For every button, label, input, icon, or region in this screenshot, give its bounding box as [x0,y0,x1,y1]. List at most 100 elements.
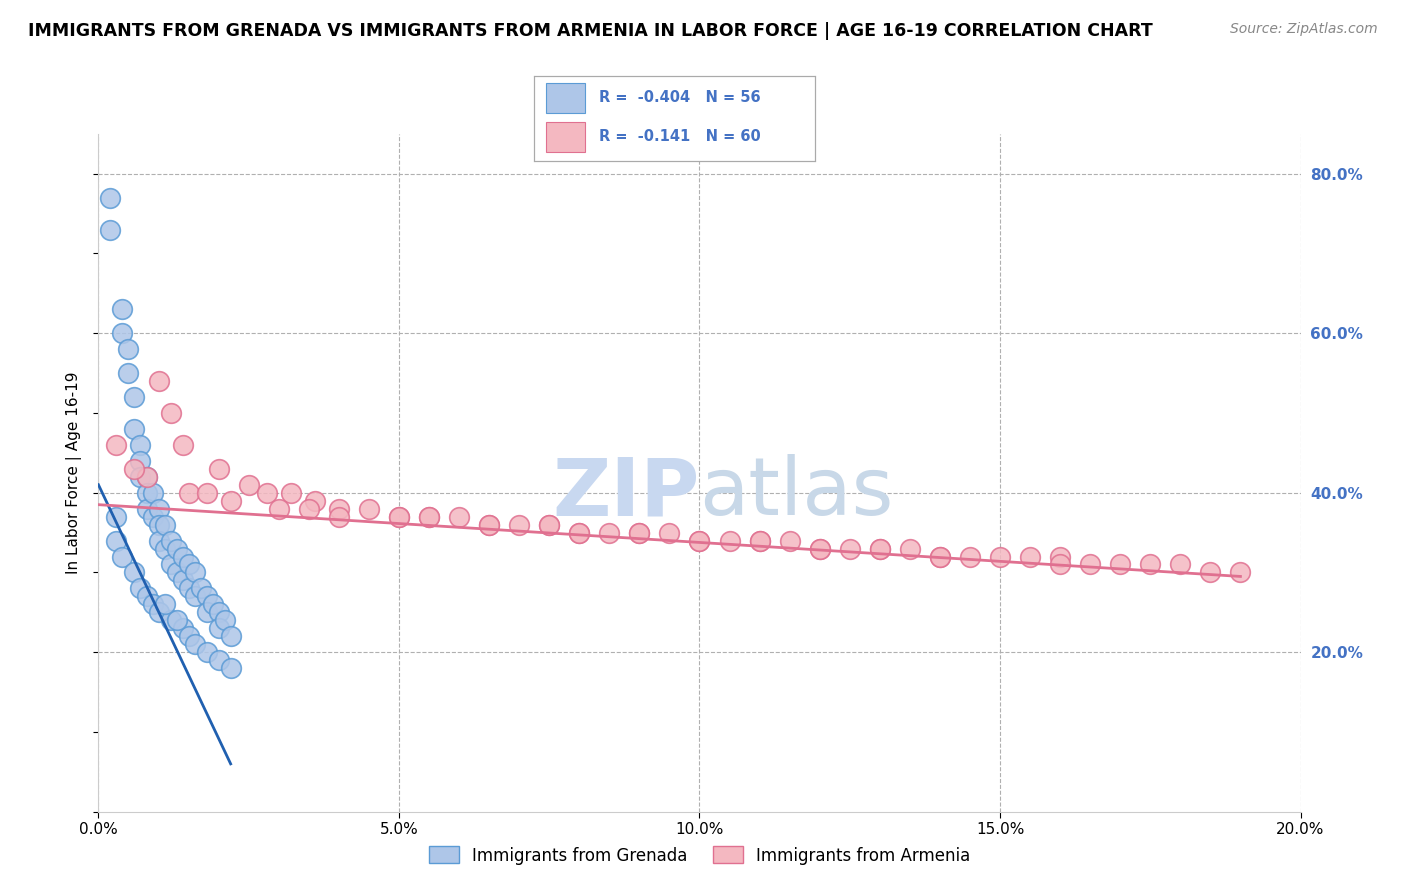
Point [238,477,260,491]
Point [628,525,651,540]
Point [208,462,231,476]
Point [568,525,591,540]
Point [280,485,302,500]
Legend: Immigrants from Grenada, Immigrants from Armenia: Immigrants from Grenada, Immigrants from… [422,839,977,871]
Point [166,566,188,580]
Point [959,549,981,564]
Point [538,517,561,532]
Point [1199,566,1222,580]
Point [214,613,236,627]
Point [124,566,146,580]
Point [808,541,831,556]
Point [508,517,530,532]
Point [304,493,326,508]
Point [129,582,152,596]
Point [447,509,470,524]
Point [195,485,218,500]
Point [838,541,860,556]
Point [135,501,157,516]
Text: ZIP: ZIP [553,454,700,533]
Point [153,598,176,612]
Point [538,517,561,532]
Point [177,582,200,596]
Text: R =  -0.141   N = 60: R = -0.141 N = 60 [599,129,761,145]
Point [208,605,231,619]
Point [105,438,128,452]
Point [1049,549,1071,564]
Text: atlas: atlas [700,454,894,533]
Point [869,541,891,556]
Point [105,533,128,548]
Point [105,509,128,524]
Point [172,438,194,452]
Point [478,517,501,532]
Point [183,566,205,580]
Point [129,469,152,483]
Point [748,533,770,548]
Point [148,533,170,548]
Point [159,533,181,548]
Point [166,613,188,627]
Point [117,366,139,380]
Point [172,574,194,588]
Bar [546,121,585,152]
Point [100,222,122,236]
Point [111,549,134,564]
Point [219,661,242,675]
Point [208,621,231,635]
Point [718,533,741,548]
Point [219,493,242,508]
Point [195,645,218,659]
Point [418,509,440,524]
Point [159,613,181,627]
Point [779,533,801,548]
Point [124,462,146,476]
Point [129,454,152,468]
Point [129,438,152,452]
Point [135,485,157,500]
Point [929,549,952,564]
Point [183,590,205,604]
Point [148,501,170,516]
Point [172,549,194,564]
Point [1049,558,1071,572]
Point [478,517,501,532]
Point [153,517,176,532]
Y-axis label: In Labor Force | Age 16-19: In Labor Force | Age 16-19 [66,371,83,574]
Point [388,509,411,524]
Point [135,469,157,483]
Point [988,549,1011,564]
Point [183,637,205,651]
Point [148,374,170,388]
Point [808,541,831,556]
Point [1170,558,1192,572]
Point [929,549,952,564]
Point [1229,566,1251,580]
Text: R =  -0.404   N = 56: R = -0.404 N = 56 [599,90,761,105]
Point [177,629,200,643]
Point [190,582,212,596]
Point [141,509,163,524]
Point [328,509,350,524]
Point [172,621,194,635]
Point [141,485,163,500]
Point [177,485,200,500]
Point [898,541,921,556]
Point [177,558,200,572]
Point [159,558,181,572]
Point [166,541,188,556]
Point [111,302,134,317]
Text: Source: ZipAtlas.com: Source: ZipAtlas.com [1230,22,1378,37]
Point [195,605,218,619]
Point [153,541,176,556]
Point [124,422,146,436]
Point [159,406,181,420]
Point [869,541,891,556]
Point [148,605,170,619]
Point [219,629,242,643]
Point [256,485,278,500]
Point [195,590,218,604]
Bar [546,83,585,113]
Point [141,598,163,612]
Point [689,533,711,548]
